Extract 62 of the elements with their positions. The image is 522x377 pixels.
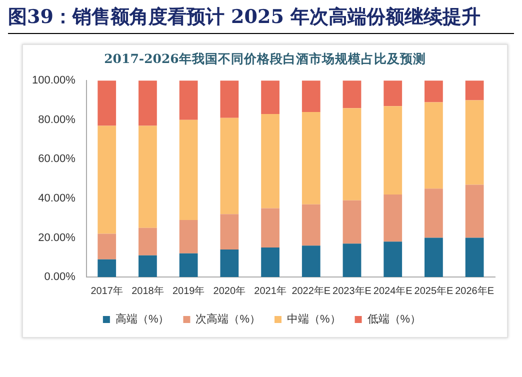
bar bbox=[261, 80, 280, 114]
x-tick-label: 2025年E bbox=[414, 284, 454, 297]
x-tick-label: 2024年E bbox=[373, 284, 413, 297]
bar bbox=[465, 184, 484, 238]
bar bbox=[220, 118, 239, 214]
legend-label: 低端（%） bbox=[367, 312, 422, 326]
bar bbox=[302, 204, 320, 246]
bar bbox=[138, 255, 157, 277]
bar bbox=[261, 114, 280, 208]
x-tick-label: 2017年 bbox=[90, 284, 123, 297]
x-tick-label: 2019年 bbox=[172, 284, 205, 297]
bar bbox=[424, 238, 443, 277]
x-tick-label: 2021年 bbox=[254, 284, 286, 297]
bar bbox=[179, 80, 198, 120]
bar bbox=[465, 100, 484, 185]
bar bbox=[384, 106, 402, 195]
bar bbox=[342, 80, 362, 108]
x-tick-label: 2018年 bbox=[132, 284, 164, 297]
bar bbox=[384, 80, 402, 106]
x-tick-label: 2023年E bbox=[332, 284, 372, 297]
bar bbox=[342, 200, 362, 244]
x-tick-label: 2026年E bbox=[455, 284, 494, 297]
y-tick-label: 0.00% bbox=[44, 271, 76, 284]
y-tick-label: 60.00% bbox=[38, 153, 76, 166]
bar bbox=[179, 253, 198, 277]
bar bbox=[138, 126, 157, 228]
bar bbox=[302, 80, 320, 112]
bar bbox=[220, 250, 239, 277]
bar bbox=[261, 208, 280, 248]
bar bbox=[342, 108, 362, 200]
bar bbox=[302, 112, 320, 204]
bar bbox=[220, 214, 239, 250]
bar bbox=[98, 259, 116, 277]
bar bbox=[424, 80, 443, 102]
legend-label: 中端（%） bbox=[287, 312, 341, 326]
chart-title: 图39：销售额角度看预计 2025 年次高端份额继续提升 bbox=[8, 4, 514, 34]
bar bbox=[384, 194, 402, 242]
chart-subtitle: 2017-2026年我国不同价格段白酒市场规模占比及预测 bbox=[103, 51, 427, 68]
bar bbox=[384, 242, 402, 277]
bar bbox=[98, 80, 116, 126]
x-tick-label: 2022年E bbox=[292, 284, 331, 297]
bar bbox=[138, 228, 157, 256]
x-tick-label: 2020年 bbox=[213, 284, 246, 297]
bar bbox=[179, 120, 198, 220]
y-tick-label: 80.00% bbox=[38, 114, 76, 126]
bar bbox=[465, 80, 484, 100]
y-tick-label: 100.00% bbox=[32, 74, 76, 87]
bar bbox=[98, 234, 116, 260]
legend-label: 次高端（%） bbox=[196, 312, 260, 326]
bar bbox=[98, 126, 116, 234]
bar bbox=[424, 102, 443, 189]
bar bbox=[138, 80, 157, 126]
y-tick-label: 40.00% bbox=[38, 192, 76, 204]
bar bbox=[302, 246, 320, 277]
y-tick-label: 20.00% bbox=[38, 232, 76, 244]
bar bbox=[424, 188, 443, 238]
bar bbox=[220, 80, 239, 118]
bar bbox=[179, 220, 198, 254]
bar bbox=[465, 238, 484, 277]
bar bbox=[261, 248, 280, 277]
bar bbox=[342, 244, 362, 277]
legend-label: 高端（%） bbox=[115, 312, 170, 326]
